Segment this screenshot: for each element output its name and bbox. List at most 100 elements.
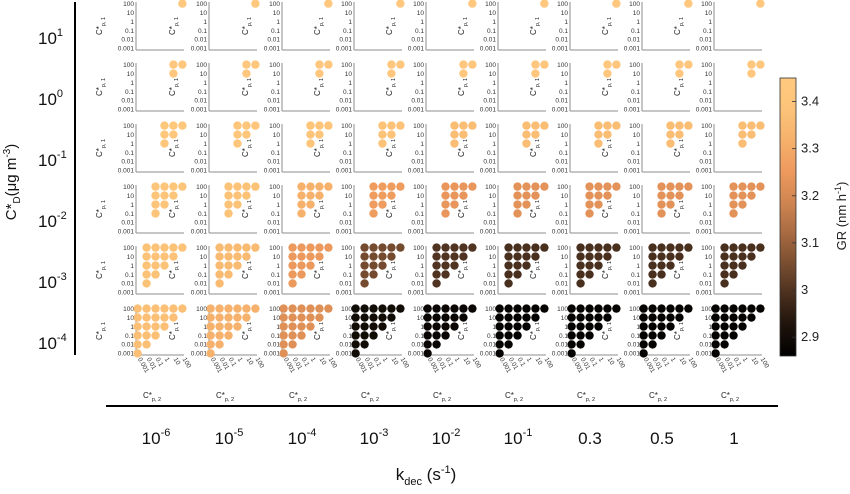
panel-y-tick-label: 100 [701, 245, 712, 252]
data-point [675, 130, 684, 139]
panel-y-tick-label: 1 [420, 324, 424, 331]
panel-y-tick-label: 100 [557, 306, 568, 313]
panel-y-axis-label: C*p, 1 [95, 78, 107, 96]
panel-y-tick-label: 10 [127, 193, 135, 200]
data-point [459, 69, 468, 78]
data-point [206, 322, 215, 331]
panel-x-tick-label: 10 [462, 357, 472, 367]
data-point [441, 252, 450, 261]
data-point [432, 340, 441, 349]
panel-y-tick-label: 0.1 [271, 28, 280, 35]
data-point [684, 243, 693, 252]
panel-y-tick-label: 0.1 [631, 28, 640, 35]
panel-y-tick-label: 1 [130, 80, 134, 87]
panel-y-tick-label: 0.01 [627, 220, 640, 227]
data-point [387, 243, 396, 252]
data-point [151, 270, 160, 279]
panel-x-tick-label: 100 [543, 357, 555, 370]
data-point [297, 304, 306, 313]
panel-y-tick-label: 0.1 [271, 272, 280, 279]
panel-y-tick-label: 10 [561, 315, 569, 322]
panel: 0.001 0.01 0.1 1 10 100 C*p, 1 [168, 243, 260, 297]
data-point [639, 331, 648, 340]
data-point [351, 349, 360, 358]
data-point [657, 209, 666, 218]
data-point [450, 252, 459, 261]
panel: 0.001 0.01 0.1 1 10 100 C*p, 1 [313, 0, 405, 53]
panel-y-tick-label: 1 [564, 19, 568, 26]
data-point [567, 313, 576, 322]
panel-y-tick-label: 10 [345, 315, 353, 322]
data-point [351, 304, 360, 313]
colorbar-tick-label: 2.9 [801, 329, 819, 344]
panel: 0.001 0.01 0.1 1 10 100 C*p, 1 [601, 60, 693, 114]
panel-y-tick-label: 0.1 [631, 333, 640, 340]
panel-y-tick-label: 10 [417, 132, 425, 139]
panel-x-tick-label: 0.1 [660, 357, 671, 369]
data-point [242, 130, 251, 139]
data-point [666, 261, 675, 270]
data-point [279, 349, 288, 358]
panel-y-tick-label: 0.1 [487, 272, 496, 279]
data-point [657, 191, 666, 200]
data-point [504, 331, 513, 340]
panel-y-tick-label: 0.01 [411, 37, 424, 44]
panel-y-tick-label: 0.1 [198, 150, 207, 157]
panel-y-tick-label: 1 [708, 324, 712, 331]
data-point [738, 182, 747, 191]
panel-y-tick-label: 1 [203, 202, 207, 209]
panel-x-axis-label: C*p, 2 [143, 391, 161, 403]
data-point [360, 331, 369, 340]
panel-y-tick-label: 0.001 [336, 351, 353, 358]
panel-y-tick-label: 100 [557, 1, 568, 8]
data-point [603, 243, 612, 252]
data-point [351, 340, 360, 349]
data-point [639, 349, 648, 358]
colorbar-tick-label: 3 [801, 282, 808, 297]
data-point [279, 304, 288, 313]
data-point [160, 191, 169, 200]
data-point [360, 243, 369, 252]
data-point [450, 304, 459, 313]
data-point [215, 270, 224, 279]
data-point [396, 304, 405, 313]
data-point [459, 60, 468, 69]
panel-y-tick-label: 0.1 [343, 89, 352, 96]
panel-y-axis-label: C*p, 1 [673, 78, 685, 96]
panel-y-tick-label: 1 [276, 263, 280, 270]
panel-x-tick-label: 10 [245, 357, 255, 367]
panel: 0.001 0.01 0.1 1 10 100 C*p, 1 [241, 121, 333, 175]
panel-y-tick-label: 100 [123, 62, 134, 69]
data-point [142, 252, 151, 261]
data-point [513, 191, 522, 200]
data-point [297, 261, 306, 270]
data-point [648, 279, 657, 288]
panel-y-tick-label: 1 [130, 141, 134, 148]
panel-y-tick-label: 100 [269, 1, 280, 8]
data-point [306, 121, 315, 130]
panel-y-tick-label: 100 [196, 245, 207, 252]
data-point [666, 182, 675, 191]
panel-y-axis-label: C*p, 1 [313, 200, 325, 218]
panel-y-tick-label: 0.01 [194, 159, 207, 166]
panel-y-axis-label: C*p, 1 [529, 261, 541, 279]
panel-y-tick-label: 0.01 [267, 220, 280, 227]
data-point [603, 252, 612, 261]
data-point [459, 121, 468, 130]
data-point [142, 304, 151, 313]
column-label: 10-5 [215, 427, 244, 448]
data-point [450, 130, 459, 139]
panel-y-tick-label: 0.001 [264, 351, 281, 358]
panel-y-tick-label: 0.1 [271, 89, 280, 96]
data-point [315, 69, 324, 78]
panel-y-tick-label: 0.01 [339, 159, 352, 166]
panel: 0.001 0.01 0.1 1 10 100 C*p, 1 [313, 121, 405, 175]
data-point [747, 130, 756, 139]
data-point [459, 191, 468, 200]
panel-x-tick-label: 1 [525, 357, 533, 364]
panel-y-tick-label: 100 [557, 184, 568, 191]
data-point [151, 304, 160, 313]
data-point [585, 322, 594, 331]
